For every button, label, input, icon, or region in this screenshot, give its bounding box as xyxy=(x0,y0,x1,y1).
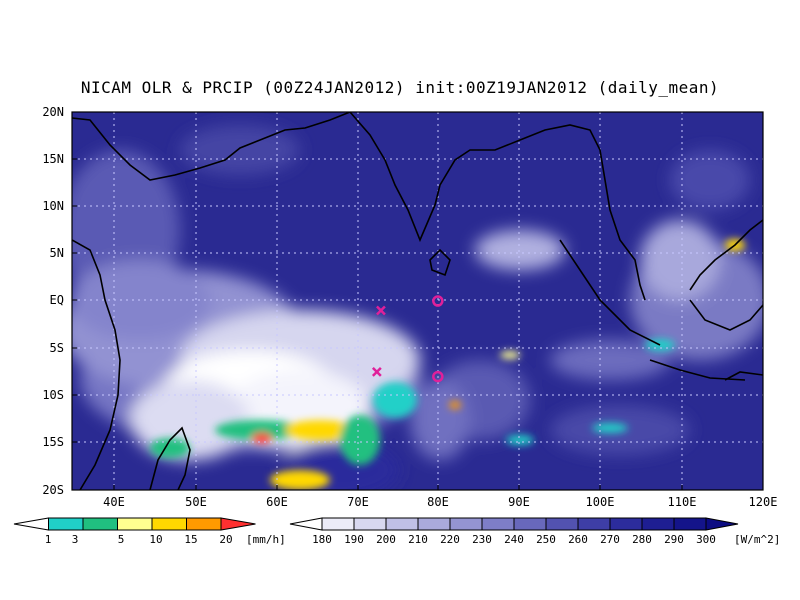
lat-label: 10N xyxy=(42,199,64,213)
olr-tick-label: 230 xyxy=(472,533,492,546)
lon-label: 40E xyxy=(103,495,125,509)
olr-colorbar-seg xyxy=(385,517,419,531)
lon-label: 110E xyxy=(668,495,697,509)
precip-field xyxy=(150,239,745,490)
olr-colorbar xyxy=(289,517,739,531)
precip-colorbar-labels: 1 3 5 10 15 20 [mm/h] xyxy=(45,533,286,546)
olr-colorbar-seg xyxy=(417,517,451,531)
lat-label: EQ xyxy=(50,293,64,307)
precip-tick-label: 15 xyxy=(184,533,197,546)
lat-label: 10S xyxy=(42,388,64,402)
olr-colorbar-seg xyxy=(353,517,387,531)
precip-colorbar-seg xyxy=(13,517,49,531)
lat-label: 15N xyxy=(42,152,64,166)
precip-colorbar-seg xyxy=(117,517,153,531)
precip-colorbar-seg xyxy=(186,517,222,531)
storm-marker-o xyxy=(432,295,444,307)
olr-colorbar-seg xyxy=(545,517,579,531)
precip-tick-label: 20 xyxy=(219,533,232,546)
lat-label: 20N xyxy=(42,105,64,119)
olr-colorbar-labels: 180 190 200 210 220 230 240 250 260 270 … xyxy=(312,533,780,546)
precip-colorbar-seg xyxy=(151,517,187,531)
precip-colorbar-seg xyxy=(82,517,118,531)
olr-colorbar-seg xyxy=(577,517,611,531)
olr-unit-label: [W/m^2] xyxy=(734,533,780,546)
storm-marker-x xyxy=(371,366,382,377)
precip-tick-label: 3 xyxy=(72,533,79,546)
ticks xyxy=(72,158,683,490)
olr-tick-label: 240 xyxy=(504,533,524,546)
precip-colorbar xyxy=(13,517,256,531)
latitude-labels: 20N 15N 10N 5N EQ 5S 10S 15S 20S xyxy=(42,105,64,497)
olr-colorbar-seg xyxy=(481,517,515,531)
lon-label: 70E xyxy=(347,495,369,509)
olr-colorbar-seg xyxy=(449,517,483,531)
olr-colorbar-seg xyxy=(609,517,643,531)
lat-label: 15S xyxy=(42,435,64,449)
olr-colorbar-seg xyxy=(321,517,355,531)
precip-tick-label: 5 xyxy=(118,533,125,546)
map-title: NICAM OLR & PRCIP (00Z24JAN2012) init:00… xyxy=(80,78,720,97)
plot-frame xyxy=(71,111,764,491)
lon-label: 90E xyxy=(508,495,530,509)
olr-tick-label: 220 xyxy=(440,533,460,546)
lon-label: 100E xyxy=(586,495,615,509)
precip-colorbar-seg xyxy=(48,517,84,531)
olr-tick-label: 180 xyxy=(312,533,332,546)
olr-tick-label: 280 xyxy=(632,533,652,546)
lon-label: 80E xyxy=(427,495,449,509)
lat-label: 5S xyxy=(50,341,64,355)
precip-tick-label: 1 xyxy=(45,533,52,546)
olr-tick-label: 200 xyxy=(376,533,396,546)
precip-colorbar-seg xyxy=(220,517,256,531)
lon-label: 60E xyxy=(266,495,288,509)
lat-label: 5N xyxy=(50,246,64,260)
olr-colorbar-seg xyxy=(705,517,739,531)
precip-unit-label: [mm/h] xyxy=(246,533,286,546)
olr-tick-label: 270 xyxy=(600,533,620,546)
coastlines xyxy=(72,112,763,490)
storm-markers xyxy=(371,295,444,383)
lat-label: 20S xyxy=(42,483,64,497)
storm-marker-x xyxy=(376,305,386,316)
olr-tick-label: 300 xyxy=(696,533,716,546)
olr-tick-label: 190 xyxy=(344,533,364,546)
storm-marker-o xyxy=(432,370,444,383)
olr-colorbar-seg xyxy=(641,517,675,531)
lon-label: 50E xyxy=(185,495,207,509)
olr-tick-label: 260 xyxy=(568,533,588,546)
olr-tick-label: 290 xyxy=(664,533,684,546)
olr-colorbar-seg xyxy=(513,517,547,531)
lon-label: 120E xyxy=(749,495,778,509)
longitude-labels: 40E 50E 60E 70E 80E 90E 100E 110E 120E xyxy=(103,495,777,509)
plot-area xyxy=(72,112,763,490)
olr-colorbar-seg xyxy=(289,517,323,531)
olr-tick-label: 250 xyxy=(536,533,556,546)
precip-tick-label: 10 xyxy=(149,533,162,546)
olr-tick-label: 210 xyxy=(408,533,428,546)
olr-colorbar-seg xyxy=(673,517,707,531)
